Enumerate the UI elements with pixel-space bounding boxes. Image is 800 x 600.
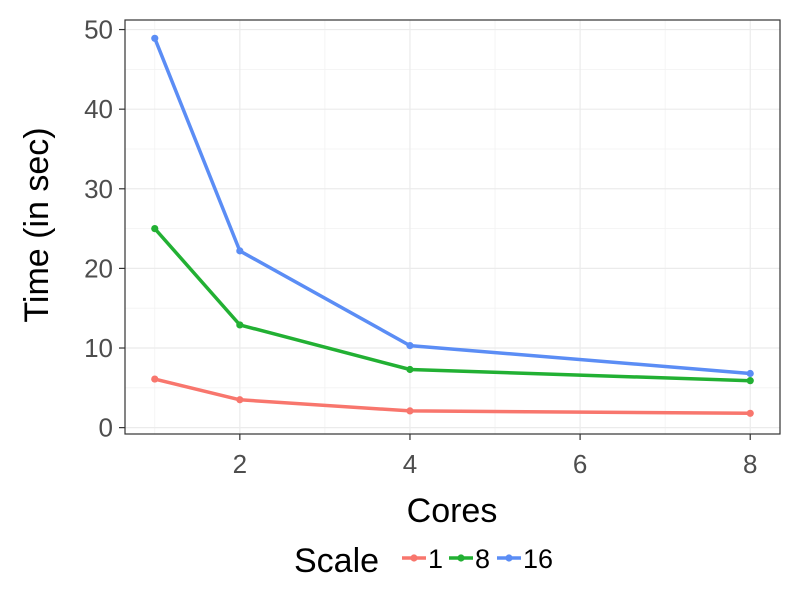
series-16: [151, 34, 754, 378]
x-tick-label: 2: [233, 449, 247, 479]
plot-panel-border: [124, 19, 781, 435]
legend-key-point: [410, 554, 418, 562]
y-tick-label: 30: [84, 174, 113, 204]
y-tick-label: 50: [84, 15, 113, 45]
x-tick-label: 6: [573, 449, 587, 479]
series-8: [151, 224, 754, 385]
legend-items: 1 8 16: [402, 544, 553, 574]
legend-label: 8: [475, 544, 490, 574]
minor-gridlines: [125, 20, 780, 434]
y-tick-label: 10: [84, 333, 113, 363]
series-line-1: [154, 377, 751, 416]
x-tick-label: 4: [403, 449, 417, 479]
legend-label: 1: [428, 544, 443, 574]
y-tick-labels: 0 10 20 30 40 50: [84, 15, 113, 443]
legend-key-point: [505, 554, 513, 562]
y-axis-title: Time (in sec): [18, 127, 56, 322]
legend-item-8: 8: [449, 544, 490, 574]
data-point: [406, 365, 414, 374]
y-tick-label: 0: [99, 413, 113, 443]
legend: Scale 1 8 16: [294, 542, 553, 580]
data-point: [746, 369, 754, 378]
series-1: [151, 375, 754, 417]
data-point: [151, 224, 159, 233]
data-point: [746, 377, 754, 385]
legend-label: 16: [523, 544, 553, 574]
data-point: [236, 247, 244, 255]
legend-key-point: [457, 554, 465, 562]
legend-title: Scale: [294, 542, 379, 580]
major-gridlines: [125, 20, 780, 434]
data-point: [151, 375, 159, 383]
legend-item-16: 16: [497, 544, 553, 574]
data-point: [236, 321, 244, 329]
data-point: [746, 409, 754, 417]
data-point: [406, 407, 414, 415]
data-point: [406, 342, 414, 350]
series-line-8: [153, 227, 751, 383]
series-layer: [151, 34, 754, 417]
x-axis-title: Cores: [407, 492, 498, 530]
y-tick-label: 40: [84, 94, 113, 124]
data-point: [151, 34, 159, 42]
legend-item-1: 1: [402, 544, 443, 574]
axis-ticks: [119, 28, 751, 440]
y-tick-label: 20: [84, 253, 113, 283]
x-tick-label: 8: [743, 449, 757, 479]
x-tick-labels: 2 4 6 8: [233, 449, 758, 479]
data-point: [236, 396, 244, 404]
series-line-16: [153, 37, 751, 376]
